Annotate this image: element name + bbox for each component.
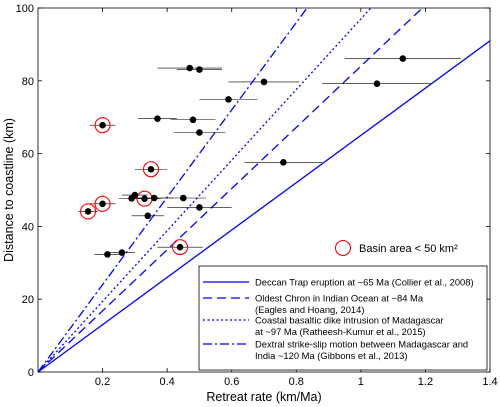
x-tick-label: 0.2 (95, 376, 110, 388)
data-point (147, 165, 155, 173)
data-point (179, 194, 187, 202)
y-tick-label: 80 (22, 76, 34, 88)
model-line-2 (38, 8, 424, 372)
line-legend-box (198, 265, 488, 371)
data-point (196, 129, 203, 136)
data-point (141, 195, 148, 203)
data-point (99, 200, 106, 208)
model-line-1 (38, 40, 490, 372)
y-axis-label: Distance to coastline (km) (2, 118, 16, 262)
data-point (189, 116, 197, 124)
y-tick-label: 0 (28, 367, 34, 379)
y-tick-label: 60 (22, 149, 34, 161)
x-tick-label: 0.4 (159, 376, 174, 388)
basin-legend-circle (334, 239, 352, 257)
x-tick-label: 1.2 (418, 376, 433, 388)
model-lines (38, 8, 490, 372)
basin-circle (142, 161, 160, 178)
legend-line-label: at ~97 Ma (Ratheesh-Kumur et al., 2015) (255, 326, 426, 337)
data-point (144, 212, 152, 220)
x-axis-ticks: 0.2 0.4 0.6 0.8 1 1.2 1.4 (95, 8, 498, 388)
data-point (150, 194, 158, 202)
y-tick-label: 20 (22, 294, 34, 306)
y-tick-label: 100 (16, 3, 34, 15)
basin-circle (94, 195, 111, 212)
data-point (196, 204, 203, 211)
x-tick-label: 1 (358, 376, 364, 388)
y-tick-label: 40 (22, 221, 34, 233)
legend-line-label: Oldest Chron in Indian Ocean at ~84 Ma (255, 293, 424, 304)
data-point (260, 78, 268, 86)
basin-circle (172, 239, 189, 256)
legend-line-label: India ~120 Ma (Gibbons et al., 2013) (255, 350, 407, 361)
data-point (176, 243, 184, 251)
data-point (399, 55, 407, 62)
data-point (104, 251, 111, 258)
data-point (280, 159, 287, 166)
x-axis-label: Retreat rate (km/Ma) (206, 390, 321, 404)
data-point (196, 66, 203, 73)
data-point (99, 121, 106, 129)
x-tick-label: 0.8 (289, 376, 304, 388)
data-points (84, 55, 407, 258)
basin-circles (79, 117, 189, 256)
legend-line-label: Dextral strike-slip motion between Madag… (255, 339, 468, 350)
y-axis-ticks: 0 20 40 60 80 100 (16, 3, 490, 379)
data-point (84, 208, 92, 215)
legend-line-label: (Eagles and Hoang, 2014) (255, 304, 364, 315)
data-point (118, 249, 126, 256)
basin-circle (79, 203, 97, 220)
data-point (154, 115, 161, 122)
line-legend: Deccan Trap eruption at ~65 Ma (Collier … (198, 265, 488, 371)
legend-line-label: Deccan Trap eruption at ~65 Ma (Collier … (255, 277, 474, 288)
x-tick-label: 0.6 (224, 376, 239, 388)
data-point (225, 96, 232, 103)
legend-line-label: Coastal basaltic dike intrusion of Madag… (255, 315, 444, 326)
basin-circle (94, 117, 111, 134)
plot-frame (37, 7, 491, 373)
data-point (186, 64, 194, 72)
basin-legend-label: Basin area < 50 km² (359, 243, 458, 255)
data-point (128, 195, 135, 202)
model-line-4 (38, 8, 308, 372)
x-tick-label: 1.4 (482, 376, 497, 388)
data-point (373, 80, 381, 88)
basin-legend: Basin area < 50 km² (334, 239, 458, 257)
model-line-3 (38, 8, 372, 372)
